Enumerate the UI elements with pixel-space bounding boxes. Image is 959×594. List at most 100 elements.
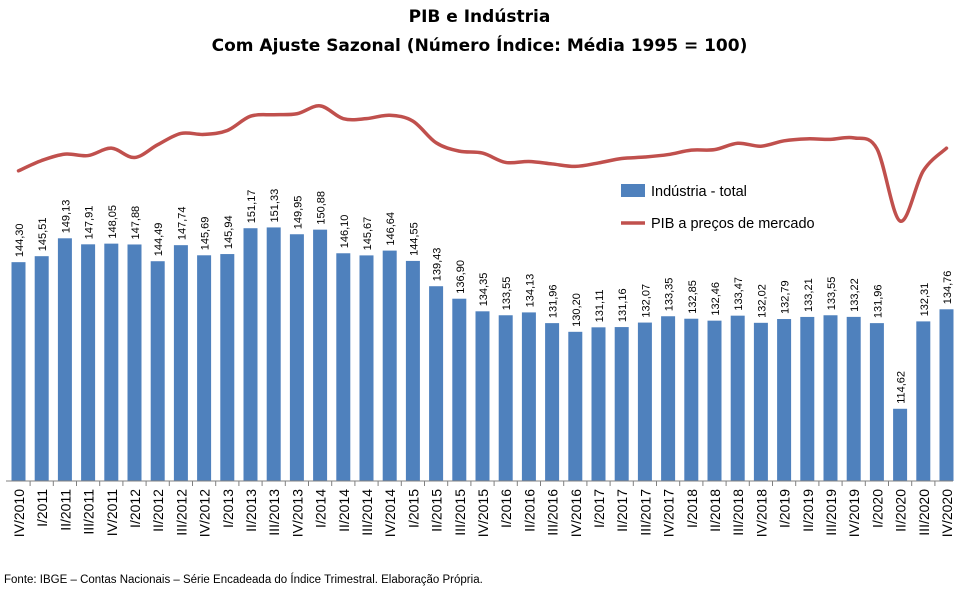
bar-industria — [405, 260, 420, 481]
bar-value-label: 132,85 — [687, 280, 699, 314]
legend-label-pib: PIB a preços de mercado — [651, 216, 815, 232]
bar-industria — [869, 323, 884, 481]
bar-value-label: 114,62 — [896, 371, 908, 404]
bar-industria — [707, 320, 722, 481]
bar-industria — [150, 261, 165, 481]
x-tick-label: IV/2017 — [661, 489, 677, 537]
bar-value-label: 131,11 — [594, 289, 606, 322]
x-tick-label: I/2020 — [869, 489, 885, 528]
bar-value-label: 150,88 — [316, 191, 328, 225]
bar-value-label: 134,76 — [942, 271, 954, 305]
bar-industria — [614, 327, 629, 481]
x-tick-label: I/2011 — [34, 489, 50, 527]
bar-industria — [452, 298, 467, 481]
x-tick-label: IV/2011 — [104, 489, 120, 536]
x-tick-label: IV/2018 — [753, 489, 769, 537]
bar-value-label: 131,96 — [872, 284, 884, 318]
x-tick-label: IV/2015 — [475, 489, 491, 537]
legend-swatch-industria — [621, 184, 645, 197]
bar-industria — [475, 311, 490, 481]
bar-value-label: 132,31 — [919, 283, 931, 317]
bar-value-label: 147,91 — [84, 206, 96, 240]
x-tick-label: IV/2014 — [382, 489, 398, 537]
x-tick-label: I/2017 — [591, 489, 607, 528]
x-tick-label: III/2020 — [916, 489, 932, 536]
x-tick-label: IV/2013 — [289, 489, 305, 537]
bar-industria — [521, 312, 536, 481]
x-tick-label: III/2015 — [452, 489, 468, 536]
bar-industria — [846, 316, 861, 481]
x-tick-label: I/2014 — [313, 489, 329, 528]
bar-value-label: 136,90 — [455, 260, 467, 294]
bar-industria — [730, 315, 745, 481]
bar-value-label: 139,43 — [432, 248, 444, 282]
bar-industria — [104, 243, 119, 481]
x-tick-label: I/2018 — [684, 489, 700, 528]
x-tick-label: I/2012 — [127, 489, 143, 528]
bar-industria — [777, 319, 792, 481]
x-tick-label: III/2019 — [823, 489, 839, 536]
bar-industria — [336, 253, 351, 481]
bar-value-label: 144,49 — [153, 223, 165, 257]
x-tick-label: II/2015 — [429, 489, 445, 532]
x-tick-label: II/2016 — [521, 489, 537, 532]
bar-value-label: 132,46 — [710, 282, 722, 316]
bar-industria — [81, 244, 96, 481]
x-tick-label: IV/2020 — [939, 489, 955, 537]
bar-value-label: 151,33 — [269, 189, 281, 223]
bar-value-label: 146,64 — [385, 212, 397, 246]
bar-industria — [661, 316, 676, 481]
x-tick-label: IV/2016 — [568, 489, 584, 537]
bar-industria — [11, 262, 26, 481]
x-tick-label: II/2011 — [57, 489, 73, 531]
bar-value-label: 133,35 — [664, 278, 676, 312]
chart-title: PIB e Indústria — [408, 7, 551, 27]
bar-industria — [127, 244, 142, 481]
bar-industria — [753, 322, 768, 481]
bar-value-label: 133,21 — [803, 278, 815, 312]
bar-industria — [800, 316, 815, 481]
x-tick-label: III/2014 — [359, 489, 375, 536]
bar-industria — [220, 254, 235, 481]
bar-industria — [684, 318, 699, 481]
x-tick-label: I/2016 — [498, 489, 514, 528]
x-tick-label: III/2011 — [81, 489, 97, 535]
bar-industria — [34, 256, 49, 481]
source-note: Fonte: IBGE – Contas Nacionais – Série E… — [4, 574, 483, 586]
chart-subtitle: Com Ajuste Sazonal (Número Índice: Média… — [211, 36, 748, 56]
legend-label-industria: Indústria - total — [651, 184, 747, 200]
x-tick-label: IV/2010 — [11, 489, 27, 537]
legend: Indústria - total PIB a preços de mercad… — [621, 184, 815, 232]
bar-value-label: 133,22 — [849, 278, 861, 312]
x-tick-label: III/2016 — [545, 489, 561, 536]
bar-industria — [568, 331, 583, 481]
bar-value-label: 147,74 — [176, 207, 188, 241]
bar-industria — [591, 327, 606, 481]
x-tick-label: III/2012 — [173, 489, 189, 536]
bar-value-label: 145,94 — [223, 215, 235, 249]
bar-value-label: 131,16 — [617, 288, 629, 322]
bar-industria — [382, 250, 397, 481]
bar-value-label: 133,47 — [733, 277, 745, 311]
bar-industria — [57, 238, 72, 481]
bar-value-label: 145,69 — [200, 217, 212, 251]
bar-value-label: 144,55 — [408, 222, 420, 256]
bar-value-label: 134,13 — [524, 274, 536, 308]
x-tick-label: II/2017 — [614, 489, 630, 532]
bar-value-label: 133,55 — [501, 277, 513, 311]
bar-industria — [266, 227, 281, 481]
x-tick-label: I/2019 — [777, 489, 793, 528]
x-tick-label: III/2017 — [637, 489, 653, 536]
bar-value-label: 151,17 — [246, 190, 258, 224]
bar-industria — [243, 228, 258, 481]
bar-industria — [545, 323, 560, 481]
x-tick-label: I/2013 — [220, 489, 236, 528]
x-tick-label: I/2015 — [405, 489, 421, 528]
x-tick-label: IV/2019 — [846, 489, 862, 537]
bar-value-label: 148,05 — [107, 205, 119, 239]
bar-value-label: 149,95 — [292, 196, 304, 230]
bar-industria — [637, 322, 652, 481]
x-tick-label: II/2019 — [800, 489, 816, 532]
